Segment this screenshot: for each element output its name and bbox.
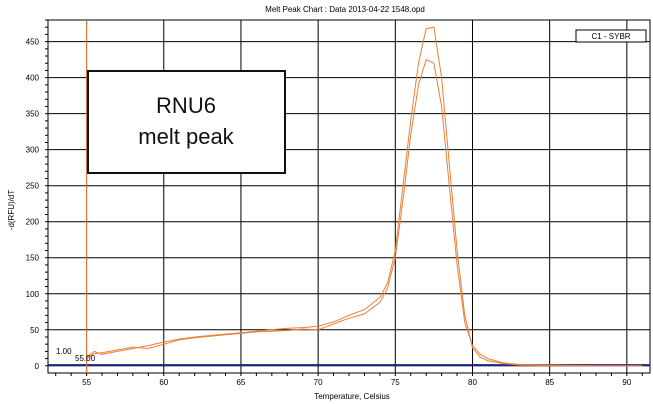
- begin-marker-label: 55.00: [75, 354, 96, 363]
- y-tick-label: 450: [26, 38, 40, 47]
- y-tick-label: 200: [26, 218, 40, 227]
- legend: C1 - SYBR: [575, 29, 647, 43]
- tick-labels: 55 60 65 70 75 80 85 90 0 50 100 150 200 250 300 350 400…: [26, 38, 632, 387]
- y-tick-label: 350: [26, 110, 40, 119]
- y-tick-label: 400: [26, 74, 40, 83]
- annotation-line-2: melt peak: [138, 124, 234, 149]
- x-tick-label: 75: [391, 378, 400, 387]
- y-tick-label: 50: [30, 326, 39, 335]
- x-tick-label: 90: [622, 378, 631, 387]
- x-axis-label: Temperature, Celsius: [314, 392, 390, 401]
- x-tick-label: 65: [236, 378, 245, 387]
- annotation-line-1: RNU6: [156, 93, 216, 118]
- threshold-label: 1.00: [56, 347, 72, 356]
- y-tick-label: 300: [26, 146, 40, 155]
- chart-title: Melt Peak Chart : Data 2013-04-22 1548.o…: [265, 5, 425, 14]
- x-tick-label: 55: [82, 378, 91, 387]
- legend-box: [575, 29, 647, 43]
- series-lines: [86, 26, 643, 367]
- y-axis-label: -d(RFU)/dT: [7, 190, 16, 231]
- legend-entry: C1 - SYBR: [591, 32, 630, 41]
- y-tick-label: 250: [26, 182, 40, 191]
- annotation-frame: [87, 70, 286, 174]
- x-tick-label: 60: [159, 378, 168, 387]
- y-tick-label: 100: [26, 290, 40, 299]
- x-tick-label: 70: [314, 378, 323, 387]
- annotation-box: RNU6 melt peak: [87, 70, 286, 174]
- melt-curve-2: [86, 58, 643, 367]
- y-tick-label: 150: [26, 254, 40, 263]
- x-tick-label: 85: [545, 378, 554, 387]
- y-tick-label: 0: [35, 362, 40, 371]
- melt-curve-1: [86, 26, 643, 367]
- x-tick-label: 80: [468, 378, 477, 387]
